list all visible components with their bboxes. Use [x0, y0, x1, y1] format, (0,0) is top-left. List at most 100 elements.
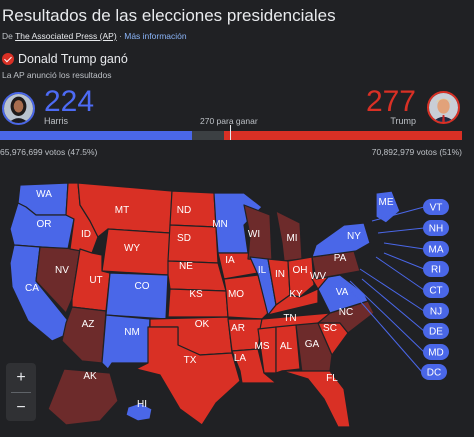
threshold-marker [230, 125, 231, 140]
state-label-mi: MI [286, 233, 297, 244]
state-label-wa: WA [36, 189, 52, 200]
state-label-ga: GA [305, 339, 320, 350]
state-badge-label-nj: NJ [430, 307, 442, 318]
state-badge-label-ri: RI [431, 265, 441, 276]
more-info-link[interactable]: Más información [124, 31, 187, 41]
state-badge-de[interactable] [423, 323, 449, 339]
state-label-oh: OH [293, 265, 308, 276]
state-az[interactable] [61, 306, 107, 364]
state-label-wv: WV [310, 271, 326, 282]
badge-leader-ma [383, 242, 425, 250]
badge-leader-ct [375, 256, 425, 291]
state-badge-vt[interactable] [423, 199, 449, 215]
winner-text: Donald Trump ganó [18, 52, 128, 66]
source-line: De The Associated Press (AP) · Más infor… [2, 31, 187, 41]
state-label-or: OR [37, 219, 52, 230]
state-label-la: LA [234, 353, 247, 364]
state-badge-ma[interactable] [423, 241, 449, 257]
state-badge-dc[interactable] [421, 364, 447, 380]
badge-leader-ri [383, 252, 425, 270]
state-sd[interactable] [167, 224, 219, 264]
winner-row: Donald Trump ganó [2, 52, 128, 66]
harris-name: Harris [44, 116, 68, 126]
zoom-in-button[interactable]: + [16, 368, 26, 386]
state-label-ut: UT [89, 275, 102, 286]
trump-popular-votes: 70,892,979 votos (51%) [371, 147, 462, 157]
harris-portrait-icon [4, 94, 33, 123]
state-label-hi: HI [137, 399, 147, 410]
state-label-ok: OK [195, 319, 210, 330]
rep-bar-fill [224, 131, 462, 140]
state-label-tx: TX [184, 355, 197, 366]
trump-portrait-icon [429, 93, 458, 122]
state-label-nc: NC [339, 307, 353, 318]
state-al[interactable] [275, 324, 301, 374]
harris-electoral-votes: 224 [44, 85, 95, 118]
state-label-ms: MS [255, 341, 270, 352]
state-badge-label-ma: MA [429, 245, 444, 256]
state-label-ks: KS [189, 289, 203, 300]
state-label-ny: NY [347, 231, 361, 242]
state-co[interactable] [105, 272, 169, 320]
state-label-nm: NM [124, 327, 140, 338]
state-fl[interactable] [281, 370, 351, 428]
announce-text: La AP anunció los resultados [2, 70, 112, 80]
state-label-ca: CA [25, 283, 39, 294]
state-label-mn: MN [212, 219, 228, 230]
state-label-ia: IA [225, 255, 235, 266]
source-link[interactable]: The Associated Press (AP) [15, 31, 117, 41]
trump-electoral-votes: 277 [365, 85, 416, 118]
state-badge-label-dc: DC [427, 368, 441, 379]
state-label-mt: MT [115, 205, 129, 216]
source-prefix: De [2, 31, 13, 41]
page-title: Resultados de las elecciones presidencia… [2, 6, 336, 25]
harris-avatar[interactable] [2, 92, 35, 125]
electoral-vote-bar [0, 125, 462, 140]
state-badge-label-ct: CT [429, 286, 442, 297]
state-label-sd: SD [177, 233, 191, 244]
state-label-ne: NE [179, 261, 193, 272]
badge-leader-vt [371, 206, 425, 222]
state-label-tn: TN [283, 313, 296, 324]
state-label-me: ME [379, 197, 394, 208]
state-label-wi: WI [248, 229, 260, 240]
checkmark-icon [2, 53, 14, 65]
us-results-map[interactable]: WA OR CA NV ID MT WY UT AZ CO NM ND SD NE KS OK TX MN IA MO… [0, 163, 474, 437]
badge-leader-dc [345, 284, 423, 373]
state-label-az: AZ [82, 319, 95, 330]
badge-leader-md [349, 280, 425, 353]
state-badge-label-nh: NH [429, 224, 443, 235]
state-label-ky: KY [289, 289, 303, 300]
badge-leader-de [361, 278, 425, 332]
state-badge-ct[interactable] [423, 282, 449, 298]
trump-avatar[interactable] [427, 91, 460, 124]
zoom-out-button[interactable]: − [16, 398, 26, 416]
state-badge-nh[interactable] [423, 220, 449, 236]
state-label-il: IL [258, 265, 267, 276]
state-badge-md[interactable] [423, 344, 449, 360]
state-hi[interactable] [125, 402, 153, 422]
votes-needed-label: 270 para ganar [200, 116, 258, 126]
state-ne[interactable] [167, 260, 227, 292]
state-badge-nj[interactable] [423, 303, 449, 319]
state-badge-label-de: DE [429, 327, 443, 338]
trump-name: Trump [390, 116, 416, 126]
state-label-sc: SC [323, 323, 337, 334]
state-badge-label-vt: VT [430, 203, 443, 214]
state-la[interactable] [231, 348, 277, 384]
state-label-al: AL [280, 341, 293, 352]
state-label-co: CO [135, 281, 150, 292]
state-label-mo: MO [228, 289, 244, 300]
state-label-ar: AR [231, 323, 245, 334]
state-oh[interactable] [287, 256, 315, 298]
source-separator: · [116, 31, 125, 41]
state-label-pa: PA [334, 253, 347, 264]
state-ny[interactable] [311, 222, 371, 258]
state-tx[interactable] [135, 326, 241, 426]
state-nm[interactable] [101, 314, 151, 370]
state-badge-ri[interactable] [423, 261, 449, 277]
state-ak[interactable] [47, 368, 119, 426]
state-label-wy: WY [124, 243, 140, 254]
badge-leader-nh [377, 227, 425, 234]
state-label-nv: NV [55, 265, 69, 276]
